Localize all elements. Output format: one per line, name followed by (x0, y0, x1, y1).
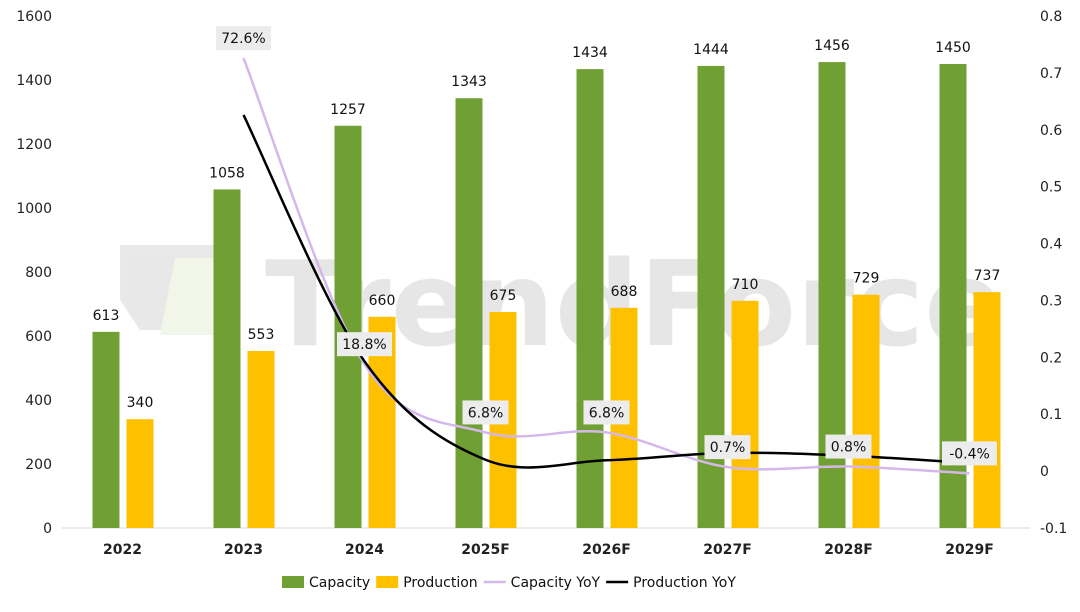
bar-capacity (213, 189, 241, 528)
legend: Capacity Production Capacity YoY Production… (282, 575, 736, 591)
right-tick-label: 0.2 (1040, 350, 1062, 366)
yoy-label-box (942, 441, 997, 466)
x-tick-label: 2022 (103, 542, 142, 558)
left-tick-label: 0 (43, 521, 52, 537)
left-tick-label: 1200 (16, 137, 52, 153)
right-tick-label: 0.4 (1040, 237, 1062, 253)
x-tick-label: 2023 (224, 542, 263, 558)
bar-capacity (334, 125, 362, 528)
yoy-label-box (462, 400, 509, 425)
yoy-data-label: 0.7% (710, 440, 746, 456)
x-tick-label: 2026F (582, 542, 631, 558)
yoy-label-box (825, 434, 872, 459)
legend-label: Production (403, 575, 477, 591)
yoy-label-box (704, 435, 751, 460)
x-tick-label: 2025F (461, 542, 510, 558)
bar-production (852, 294, 880, 528)
legend-label: Capacity (309, 575, 370, 591)
left-tick-label: 1400 (16, 73, 52, 89)
left-tick-label: 1600 (16, 9, 52, 25)
left-tick-label: 400 (25, 393, 52, 409)
bar-data-label: 1257 (330, 102, 366, 118)
yoy-data-label: -0.4% (949, 446, 990, 462)
bar-capacity (92, 331, 120, 528)
bar-data-label: 613 (93, 308, 120, 324)
bar-production (247, 351, 275, 528)
bar-production (126, 419, 154, 528)
bar-production (973, 292, 1001, 528)
right-tick-label: 0 (1040, 464, 1049, 480)
bar-data-label: 729 (853, 271, 880, 287)
bar-capacity (455, 98, 483, 529)
right-tick-label: 0.1 (1040, 407, 1062, 423)
legend-label: Production YoY (633, 575, 736, 591)
yoy-label-box (583, 400, 630, 425)
bar-data-label: 688 (611, 284, 638, 300)
yoy-data-label: 0.8% (831, 440, 867, 456)
yoy-label-box (216, 26, 271, 51)
left-tick-label: 1000 (16, 201, 52, 217)
right-tick-label: 0.5 (1040, 180, 1062, 196)
bar-data-label: 675 (490, 288, 517, 304)
bar-capacity (576, 69, 604, 529)
yoy-label-box (337, 332, 392, 357)
yoy-data-label: 6.8% (468, 405, 504, 421)
yoy-data-label: 6.8% (589, 405, 625, 421)
legend-label: Capacity YoY (511, 575, 601, 591)
bar-data-label: 660 (369, 293, 396, 309)
x-tick-label: 2028F (824, 542, 873, 558)
left-tick-label: 600 (25, 329, 52, 345)
right-tick-label: -0.1 (1040, 521, 1067, 537)
bar-data-label: 340 (127, 395, 154, 411)
right-tick-label: 0.7 (1040, 66, 1062, 82)
bar-data-label: 1434 (572, 45, 608, 61)
right-tick-label: 0.3 (1040, 293, 1062, 309)
bar-data-label: 1444 (693, 42, 729, 58)
x-tick-label: 2024 (345, 542, 384, 558)
line-capacity-yoy (242, 57, 970, 475)
bar-data-label: 1450 (935, 40, 971, 56)
left-tick-label: 200 (25, 457, 52, 473)
bar-data-label: 737 (974, 268, 1001, 284)
yoy-data-label: 18.8% (342, 337, 386, 353)
bar-data-label: 1456 (814, 38, 850, 54)
legend-swatch (376, 576, 399, 588)
bar-data-label: 1058 (209, 165, 245, 181)
right-tick-label: 0.8 (1040, 9, 1062, 25)
yoy-data-label: 72.6% (221, 31, 265, 47)
right-tick-label: 0.6 (1040, 123, 1062, 139)
bar-data-label: 710 (732, 277, 759, 293)
legend-swatch (282, 576, 304, 588)
left-tick-label: 800 (25, 265, 52, 281)
x-tick-label: 2029F (945, 542, 994, 558)
bar-data-label: 1343 (451, 74, 487, 90)
bar-data-label: 553 (248, 327, 275, 343)
x-tick-label: 2027F (703, 542, 752, 558)
bar-production (731, 300, 759, 528)
